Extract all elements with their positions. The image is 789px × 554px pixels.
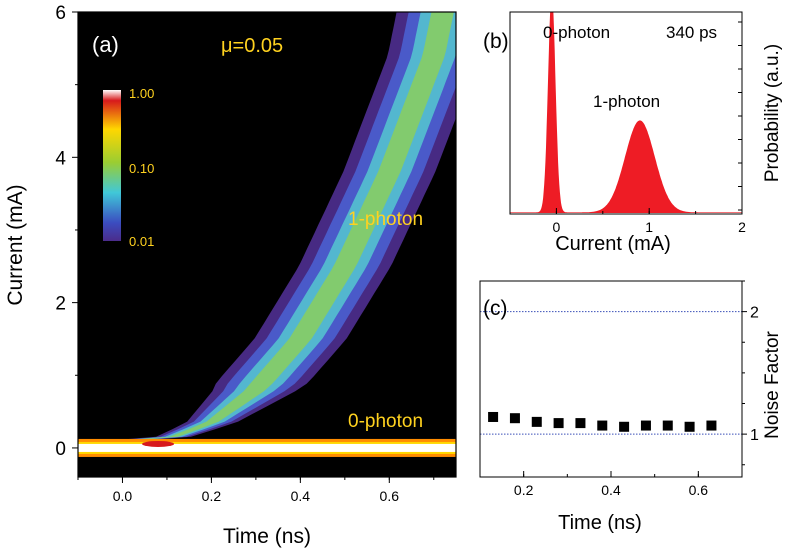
colorbar [103,90,121,241]
panel-b-x-ticks: 0 1 2 [509,208,746,235]
noise-factor-point [662,420,673,431]
panel-a-x-tick-label: 0.6 [380,488,400,504]
panel-b-x-axis-label: Current (mA) [555,233,671,255]
mu-annotation: μ=0.05 [221,35,283,57]
one-photon-band-inner [78,12,456,445]
panel-a: 0.0 0.2 0.4 0.6 0 2 4 6 1.00 0.10 0.01 (a) μ=0… [4,3,457,548]
panel-a-y-tick-label: 4 [55,148,66,169]
zero-photon-band-core [78,443,456,452]
panel-a-label: (a) [92,32,119,57]
panel-c-y-tick-label: 2 [750,305,759,322]
panel-c-label: (c) [483,297,508,320]
panel-c-x-ticks: 0.2 0.4 0.6 [479,471,743,498]
zero-photon-band-group [78,438,456,457]
colorbar-tick-top: 1.00 [129,86,154,101]
panel-c-x-tick-label: 0.4 [601,482,621,498]
noise-factor-point [575,418,586,429]
one-photon-band-group [78,12,456,445]
panel-c-x-axis-label: Time (ns) [558,512,642,534]
panel-c-x-tick-label: 0.2 [514,482,534,498]
panel-a-x-tick-label: 0.2 [202,488,222,504]
panel-a-y-ticks: 0 2 4 6 [55,3,78,460]
one-photon-label: 1-photon [348,209,423,230]
probability-distribution-area [510,12,742,213]
panel-a-frame [77,11,457,478]
panel-a-x-tick-label: 0.4 [291,488,311,504]
panel-b-one-photon-label: 1-photon [593,92,660,111]
panel-a-x-tick-label: 0.0 [113,488,133,504]
panel-c: 0.2 0.4 0.6 12 (c) Time (ns) Noise Factor [479,280,783,534]
panel-a-y-axis-label: Current (mA) [4,184,27,305]
colorbar-tick-bottom: 0.01 [129,234,154,249]
noise-factor-point [640,420,651,431]
panel-b-time-label: 340 ps [666,23,717,42]
noise-factor-point [509,413,520,424]
zero-photon-band-hotspot [142,440,175,447]
noise-factor-point [619,421,630,432]
panel-a-x-ticks: 0.0 0.2 0.4 0.6 [77,477,435,504]
panel-b-x-tick-label: 0 [553,219,561,235]
noise-factor-point [597,420,608,431]
noise-factor-point [684,421,695,432]
panel-b-x-tick-label: 2 [738,219,746,235]
panel-b-y-ticks [738,21,742,211]
zero-photon-label: 0-photon [348,411,423,432]
panel-a-y-tick-label: 2 [55,294,66,315]
noise-factor-point [553,418,564,429]
panel-c-y-ticks: 12 [742,280,759,466]
panel-b-label: (b) [483,30,509,53]
panel-b: 0 1 2 (b) 0-photon 340 ps 1-photon Current… [483,11,783,255]
panel-c-y-axis-label: Noise Factor [762,330,783,438]
noise-factor-points-group [488,411,717,432]
panel-c-x-tick-label: 0.6 [689,482,709,498]
noise-factor-point [531,416,542,427]
panel-b-frame [509,11,743,215]
colorbar-tick-mid: 0.10 [129,161,154,176]
panel-c-plot-background [480,281,742,477]
panel-b-y-axis-label: Probability (a.u.) [762,44,783,182]
panel-b-zero-photon-label: 0-photon [543,23,610,42]
panel-b-x-tick-label: 1 [645,219,653,235]
panel-a-x-axis-label: Time (ns) [223,525,311,548]
panel-a-y-tick-label: 0 [55,439,66,460]
panel-c-y-tick-label: 1 [750,427,759,444]
probability-distribution-group [510,12,742,213]
noise-factor-point [706,420,717,431]
panel-a-y-tick-label: 6 [55,3,66,24]
noise-factor-point [488,411,499,422]
